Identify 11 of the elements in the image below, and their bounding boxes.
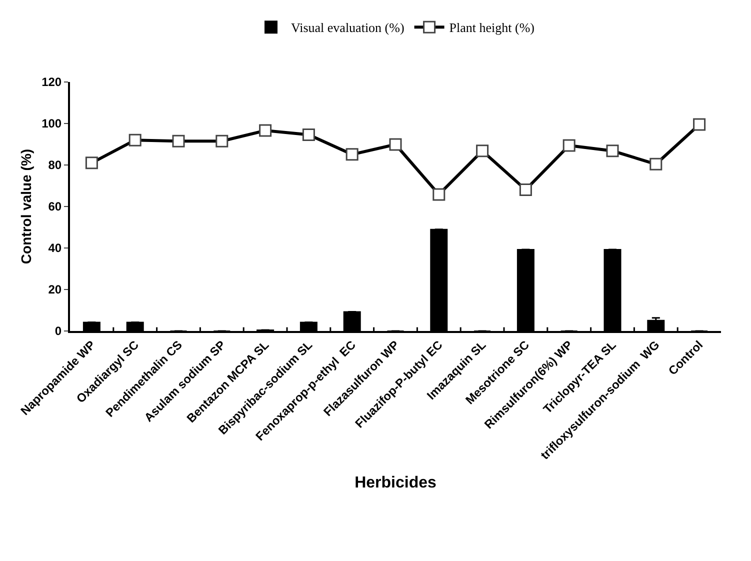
legend-label: Visual evaluation (%) <box>291 20 404 36</box>
y-tick-label: 100 <box>42 116 62 131</box>
y-tick-label: 0 <box>54 324 62 338</box>
y-tick-label: 20 <box>48 282 62 297</box>
y-tick-label: 60 <box>48 200 62 214</box>
y-axis-title: Control value (%) <box>18 148 34 264</box>
y-tick-label: 40 <box>48 241 62 256</box>
y-tick-label: 120 <box>42 75 62 90</box>
y-tick-label: 80 <box>48 158 62 172</box>
x-axis-title: Herbicides <box>354 474 437 492</box>
legend-label: Plant height (%) <box>449 20 535 36</box>
